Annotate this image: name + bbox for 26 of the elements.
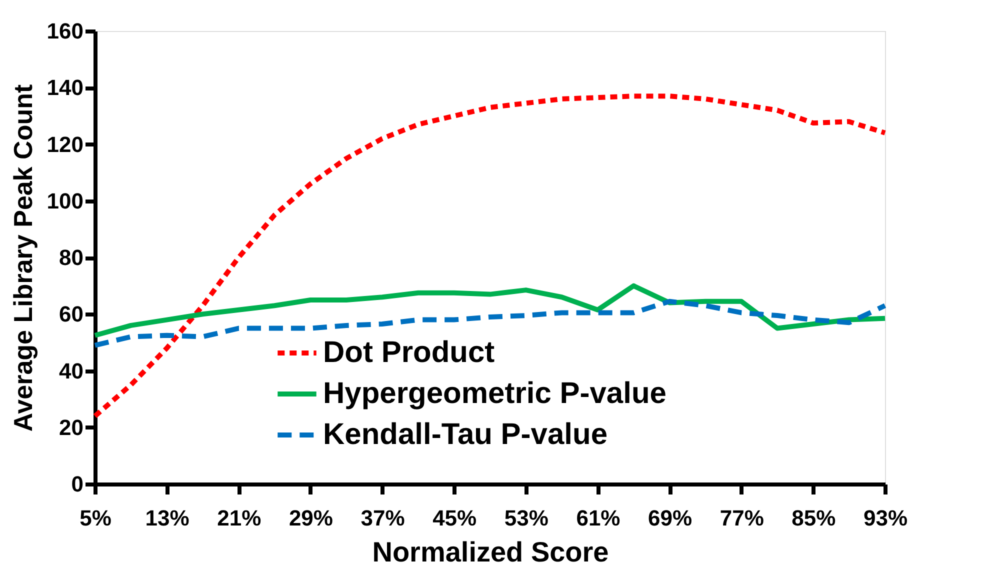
legend-label: Dot Product (323, 336, 495, 369)
y-axis-title: Average Library Peak Count (8, 84, 38, 432)
y-tick-label: 20 (59, 414, 84, 440)
y-tick-label: 140 (46, 75, 84, 100)
x-tick-label: 5% (80, 506, 112, 530)
y-tick-label: 0 (71, 472, 84, 496)
x-tick-label: 53% (504, 506, 548, 530)
y-tick-label: 40 (59, 358, 84, 384)
x-tick-label: 61% (576, 506, 620, 530)
x-tick-label: 21% (217, 506, 262, 530)
legend-label: Hypergeometric P-value (323, 377, 666, 410)
x-tick-label: 13% (145, 506, 190, 530)
legend-label: Kendall-Tau P-value (323, 418, 608, 451)
x-tick-label: 45% (432, 506, 477, 530)
y-tick-label: 120 (46, 132, 84, 157)
x-tick-label: 85% (792, 506, 836, 530)
x-axis-title: Normalized Score (372, 536, 609, 568)
x-tick-label: 77% (720, 506, 764, 530)
x-tick-label: 37% (360, 506, 405, 530)
x-tick-label: 93% (863, 506, 908, 530)
y-tick-label: 160 (46, 18, 84, 44)
x-tick-label: 69% (648, 506, 692, 530)
y-tick-label: 80 (59, 245, 84, 270)
y-tick-label: 100 (46, 188, 84, 214)
y-tick-label: 60 (59, 302, 84, 327)
x-tick-label: 29% (288, 506, 333, 530)
